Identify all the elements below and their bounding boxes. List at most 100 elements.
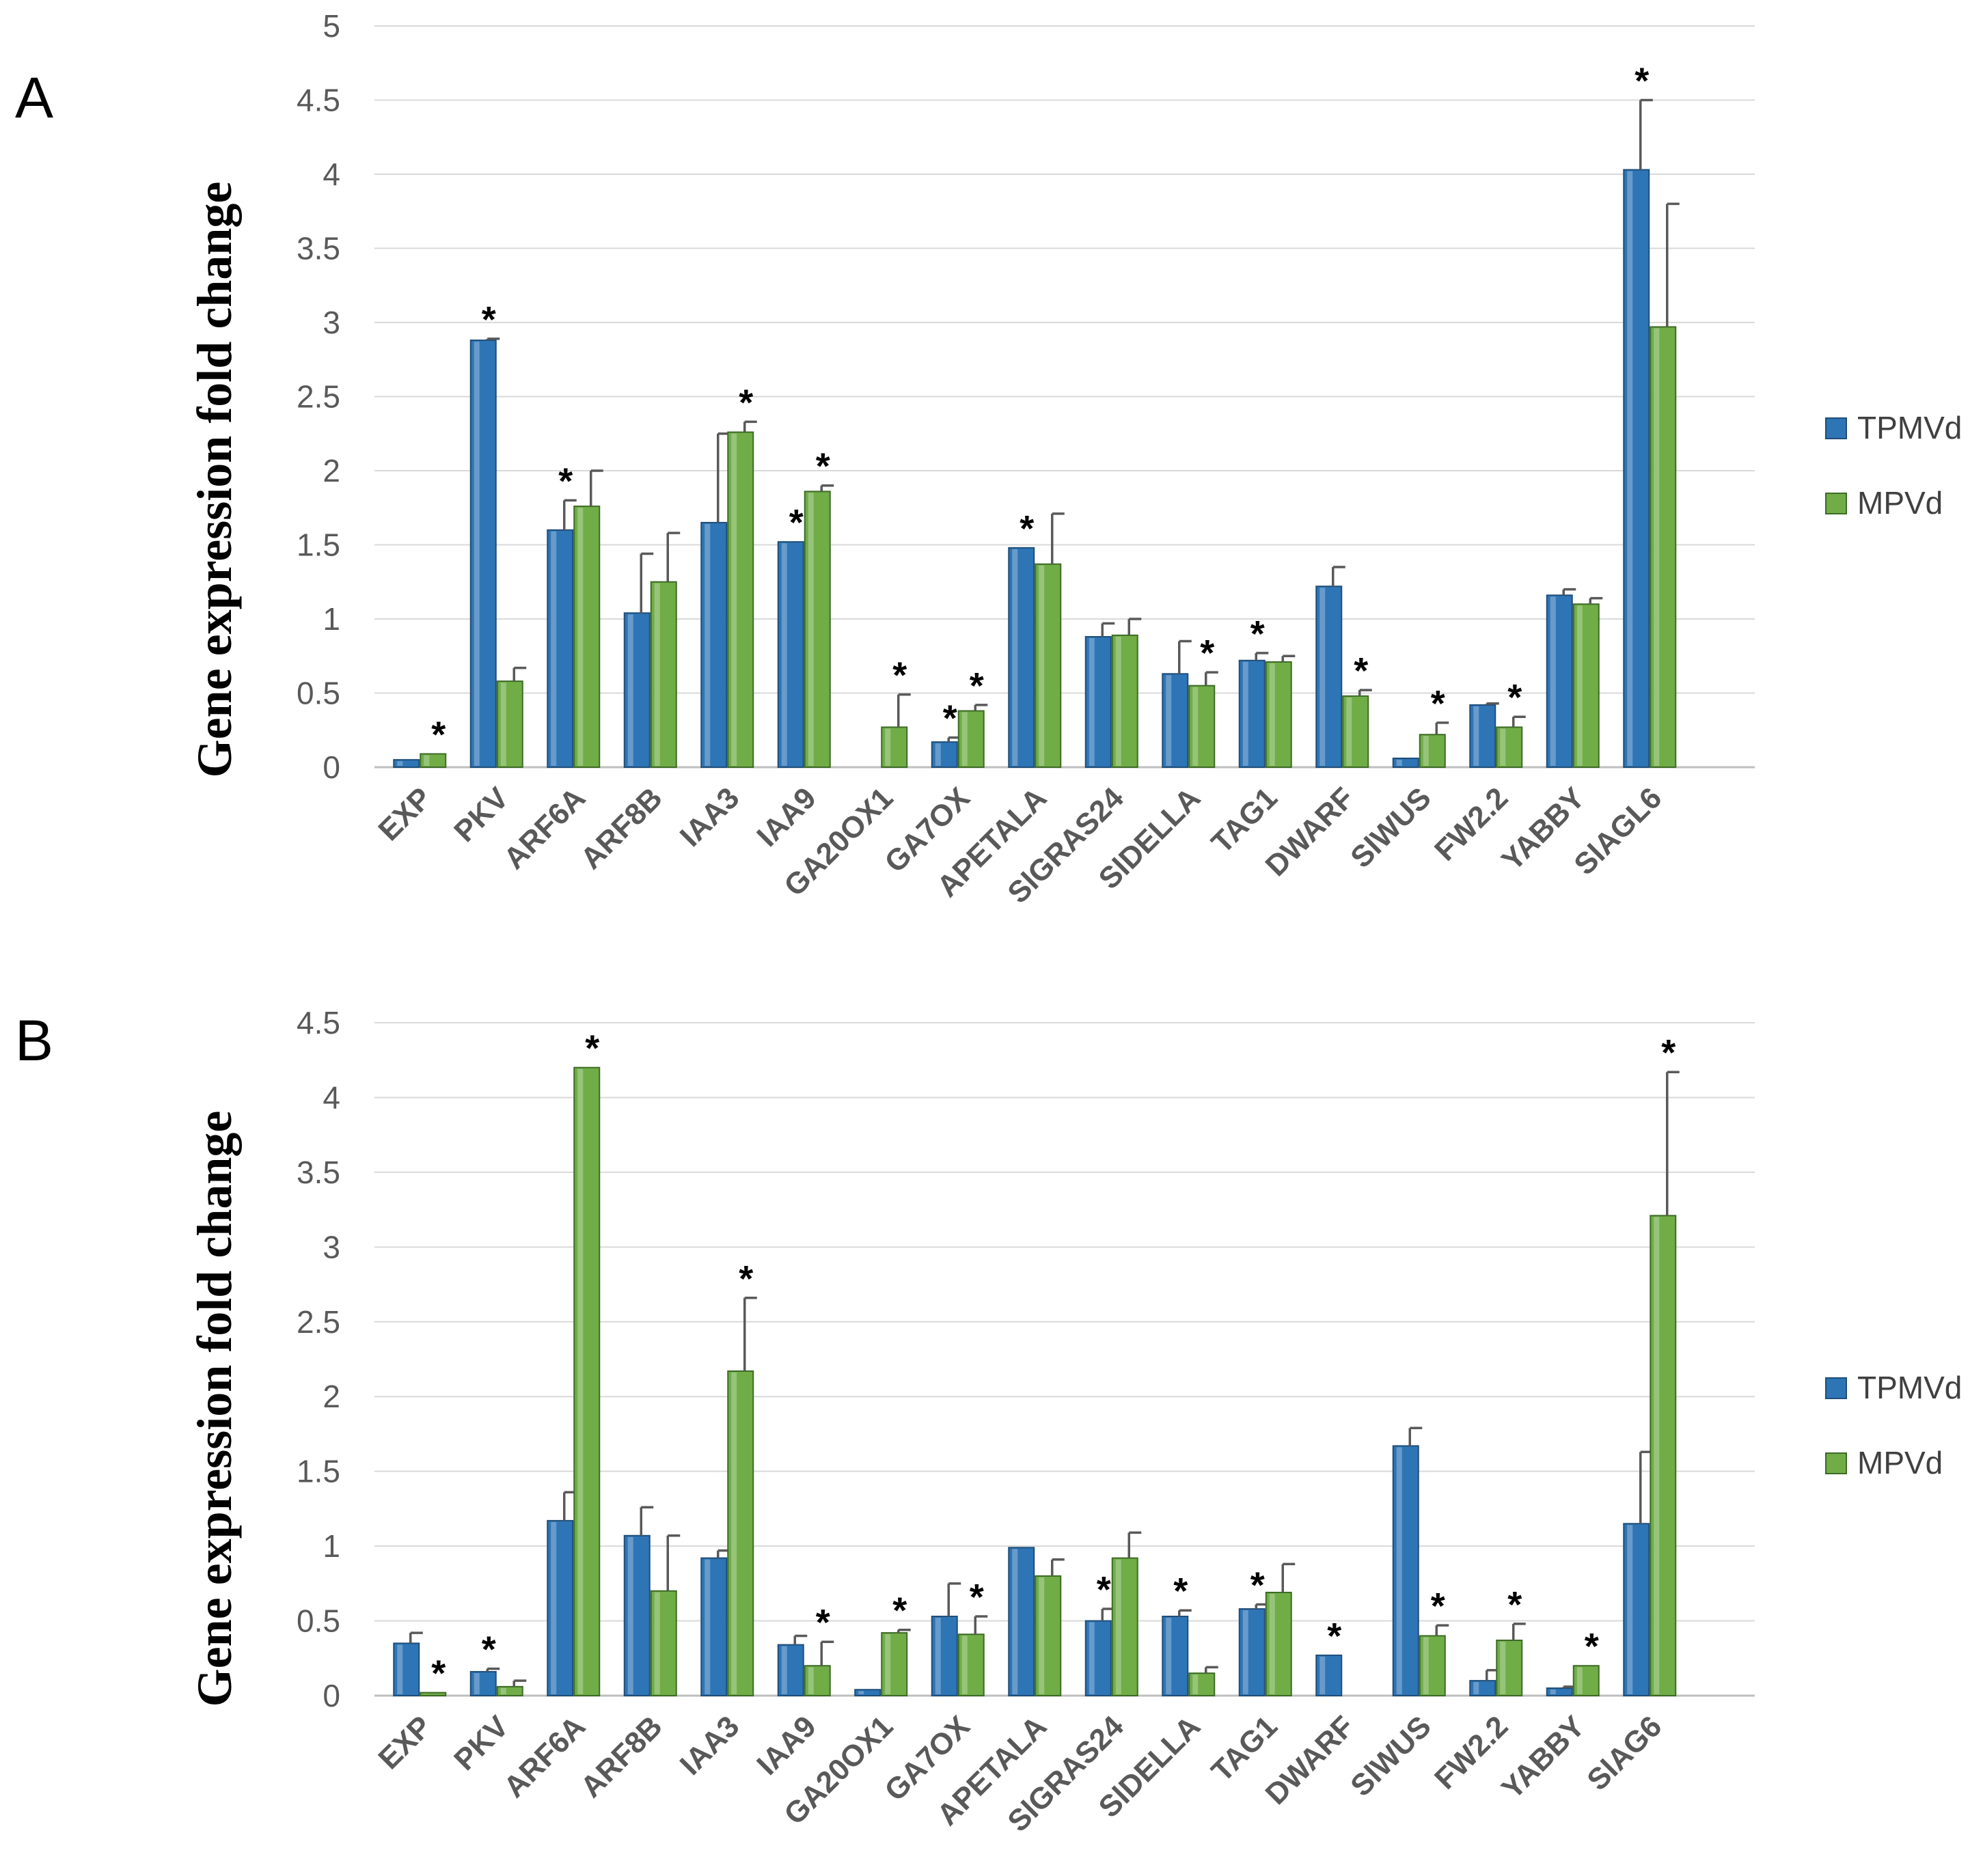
- bar-mpvd-slag6: [1650, 1215, 1677, 1697]
- bar-mpvd-slwus: [1419, 734, 1446, 769]
- bar-tpmvd-iaa9: [777, 1644, 804, 1697]
- bar-highlight: [551, 531, 557, 766]
- significance-star-mpvd-fw2-2: *: [1507, 677, 1522, 718]
- y-tick-label: 3.5: [297, 231, 340, 266]
- significance-star-mpvd-exp: *: [431, 1653, 446, 1694]
- bar-highlight: [885, 1634, 891, 1694]
- x-tick-label-slwus: SlWUS: [1344, 781, 1438, 874]
- bar-tpmvd-dwarf: [1315, 1654, 1343, 1696]
- y-tick-label: 4: [323, 1079, 340, 1115]
- bar-highlight: [731, 1372, 737, 1694]
- bar-tpmvd-arf8b: [623, 1534, 651, 1696]
- y-tick-label: 0: [323, 749, 340, 785]
- y-tick-label: 4: [323, 156, 340, 192]
- panel-a-gridlines: [374, 25, 1755, 769]
- bar-highlight: [627, 614, 633, 766]
- bar-mpvd-iaa3: [727, 1370, 754, 1696]
- legend-label-tpmvd: TPMVd: [1857, 1370, 1962, 1405]
- x-tick-label-arf8b: ARF8B: [574, 781, 668, 875]
- bar-mpvd-yabby: [1572, 1665, 1600, 1696]
- bar-mpvd-iaa9: [804, 491, 831, 768]
- legend-swatch-tpmvd: [1825, 1377, 1847, 1399]
- bar-mpvd-pkv: [496, 680, 523, 769]
- bar-mpvd-sldella: [1188, 1672, 1216, 1697]
- bar-highlight: [808, 1667, 814, 1694]
- bar-tpmvd-dwarf: [1315, 585, 1343, 768]
- significance-star-mpvd-yabby: *: [1585, 1626, 1599, 1667]
- significance-star-tpmvd-pkv: *: [482, 299, 496, 340]
- significance-star-tpmvd-apetala: *: [1020, 508, 1034, 549]
- bar-tpmvd-iaa3: [700, 1557, 728, 1697]
- bar-highlight: [1192, 1674, 1199, 1694]
- significance-star-mpvd-ga7ox: *: [970, 1577, 984, 1618]
- bar-tpmvd-apetala: [1008, 1547, 1035, 1697]
- x-tick-label-arf6a: ARF6A: [497, 781, 592, 875]
- bar-highlight: [1012, 1549, 1018, 1694]
- bar-highlight: [1269, 663, 1275, 766]
- bar-highlight: [1576, 1667, 1583, 1694]
- bar-highlight: [424, 755, 430, 766]
- significance-star-mpvd-iaa3: *: [739, 382, 753, 423]
- significance-star-mpvd-ga20ox1: *: [892, 655, 907, 696]
- legend-label-mpvd: MPVd: [1857, 485, 1943, 521]
- significance-star-mpvd-arf6a: *: [585, 1028, 599, 1069]
- bar-tpmvd-fw2-2: [1469, 1680, 1496, 1696]
- bar-highlight: [705, 1559, 711, 1694]
- bar-highlight: [1319, 588, 1326, 766]
- y-tick-label: 4.5: [297, 83, 340, 118]
- significance-star-mpvd-ga20ox1: *: [892, 1590, 907, 1631]
- bar-tpmvd-slag6: [1623, 1523, 1650, 1697]
- significance-star-mpvd-exp: *: [431, 714, 446, 755]
- significance-star-tpmvd-ga7ox: *: [943, 698, 957, 739]
- bar-highlight: [808, 493, 814, 766]
- bar-highlight: [781, 543, 787, 766]
- panel-b-y-tick-labels: 0 0.5 1 1.5 2 2.5 3 3.5 4 4.5: [297, 1005, 340, 1713]
- bar-tpmvd-exp: [393, 759, 420, 769]
- bar-tpmvd-exp: [393, 1642, 420, 1697]
- bar-highlight: [1500, 1642, 1506, 1694]
- bar-highlight: [1423, 1637, 1429, 1694]
- panel-a-legend: TPMVd MPVd: [1825, 410, 1962, 521]
- bar-mpvd-dwarf: [1342, 695, 1369, 769]
- y-tick-label: 2: [323, 1379, 340, 1414]
- panel-b-bars: * * * * * * * * * * * * * * *: [393, 1028, 1680, 1697]
- bar-highlight: [474, 342, 480, 766]
- significance-star-mpvd-slwus: *: [1431, 1586, 1445, 1627]
- significance-star-tpmvd-pkv: *: [482, 1629, 496, 1670]
- bar-highlight: [1396, 1447, 1402, 1694]
- bar-highlight: [1089, 638, 1095, 766]
- bar-tpmvd-apetala: [1008, 547, 1035, 769]
- y-tick-label: 0: [323, 1678, 340, 1713]
- y-tick-label: 2: [323, 453, 340, 488]
- y-tick-label: 2.5: [297, 379, 340, 415]
- bar-highlight: [654, 1592, 660, 1694]
- bar-highlight: [1039, 1577, 1045, 1694]
- bar-tpmvd-ga7ox: [931, 1615, 958, 1696]
- x-tick-label-iaa3: IAA3: [674, 1709, 746, 1782]
- bar-highlight: [1576, 605, 1583, 766]
- bar-mpvd-fw2-2: [1496, 726, 1523, 769]
- bar-highlight: [551, 1521, 557, 1694]
- bar-mpvd-arf6a: [573, 506, 601, 769]
- x-tick-label-slwus: SlWUS: [1344, 1709, 1438, 1803]
- bar-highlight: [1627, 171, 1633, 767]
- bar-mpvd-apetala: [1035, 1575, 1062, 1697]
- bar-tpmvd-arf8b: [623, 612, 651, 768]
- bar-highlight: [1423, 736, 1429, 766]
- bar-mpvd-pkv: [496, 1685, 523, 1697]
- bar-tpmvd-slagl6: [1623, 169, 1650, 769]
- bar-highlight: [1115, 1559, 1121, 1694]
- y-tick-label: 0.5: [297, 1603, 340, 1639]
- significance-star-mpvd-iaa9: *: [816, 446, 830, 487]
- bar-tpmvd-arf6a: [547, 529, 574, 768]
- bar-highlight: [961, 712, 968, 766]
- bar-tpmvd-tag1: [1238, 1608, 1266, 1696]
- bar-mpvd-yabby: [1572, 603, 1600, 768]
- bar-mpvd-slwus: [1419, 1635, 1446, 1696]
- bar-tpmvd-sldella: [1162, 673, 1189, 768]
- bar-highlight: [1500, 728, 1506, 766]
- bar-tpmvd-slgras24: [1084, 636, 1112, 768]
- bar-highlight: [935, 1617, 941, 1694]
- bar-highlight: [397, 1644, 403, 1694]
